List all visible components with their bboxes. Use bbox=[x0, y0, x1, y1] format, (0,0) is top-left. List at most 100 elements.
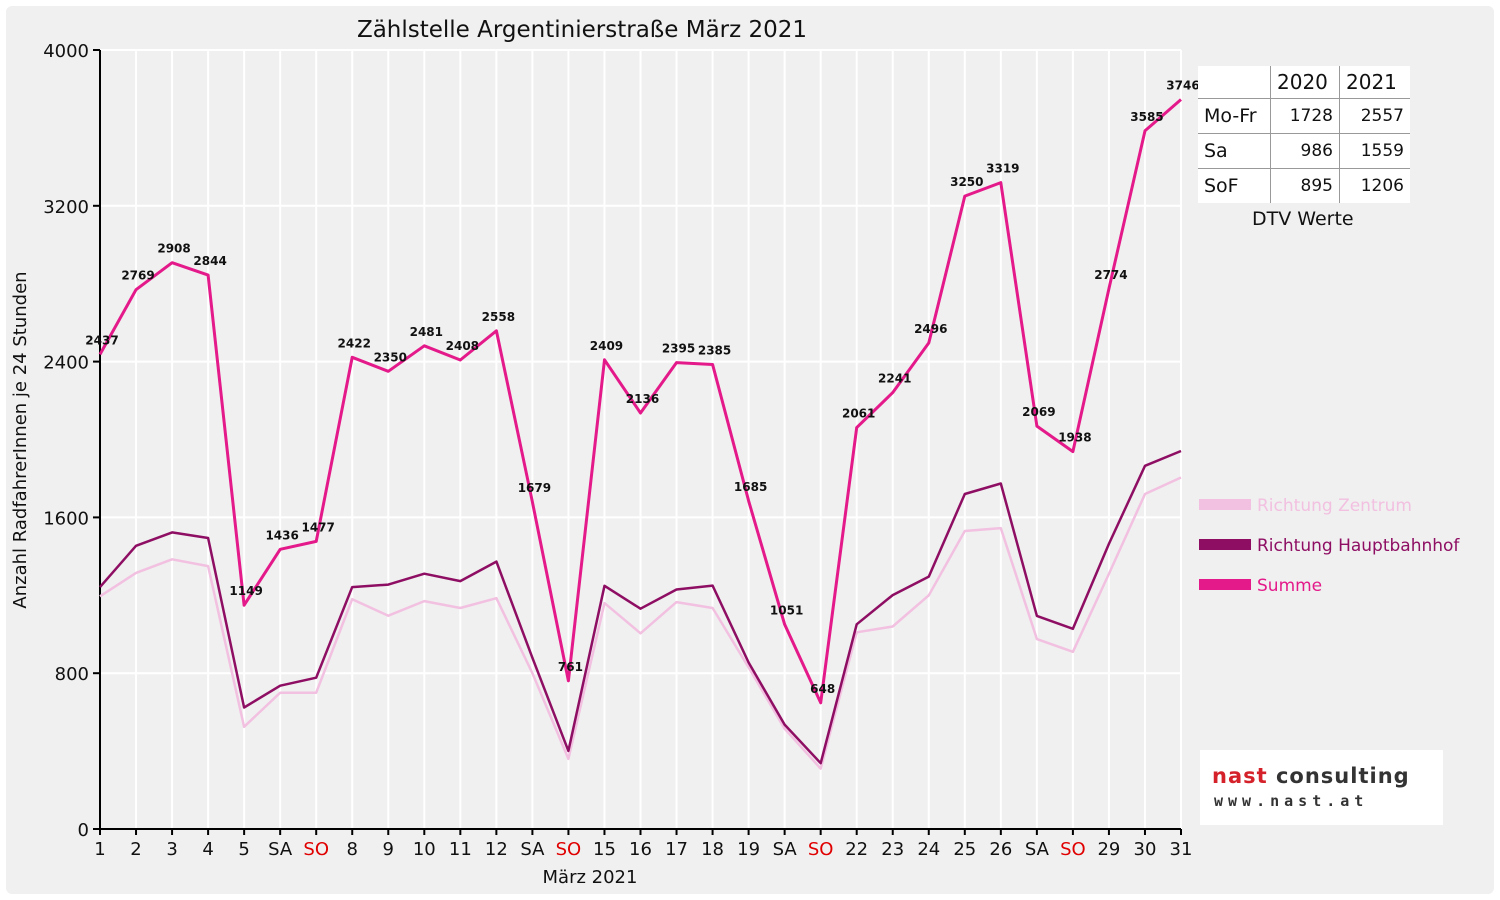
series-line-2 bbox=[99, 449, 1182, 765]
x-tick-label: SA bbox=[520, 839, 545, 860]
data-label: 3319 bbox=[986, 162, 1019, 176]
logo-name-part2: consulting bbox=[1275, 764, 1410, 788]
logo-name: nast consulting bbox=[1212, 764, 1410, 788]
data-label: 3746 bbox=[1166, 78, 1199, 92]
dtv-row: Sa 986 1559 bbox=[1198, 133, 1410, 169]
dtv-header-empty bbox=[1198, 66, 1271, 99]
data-label: 2409 bbox=[590, 339, 623, 353]
dtv-value-2020: 895 bbox=[1270, 168, 1340, 203]
x-axis-label: März 2021 bbox=[543, 867, 638, 888]
x-tick-label: 30 bbox=[1134, 839, 1157, 860]
x-tick-label: 23 bbox=[881, 839, 904, 860]
data-label: 761 bbox=[558, 660, 583, 674]
x-tick-label: SA bbox=[1025, 839, 1050, 860]
x-tick-label: 10 bbox=[413, 839, 436, 860]
data-label: 2481 bbox=[410, 325, 443, 339]
legend-label: Summe bbox=[1257, 576, 1322, 596]
data-label: 2774 bbox=[1094, 268, 1127, 282]
nast-consulting-logo: nast consulting www.nast.at bbox=[1200, 750, 1443, 825]
legend: Richtung Zentrum Richtung Hauptbahnhof Sum… bbox=[1199, 496, 1460, 596]
data-label: 1679 bbox=[518, 481, 551, 495]
x-tick-label: 25 bbox=[953, 839, 976, 860]
dtv-value-2021: 1559 bbox=[1339, 133, 1410, 169]
legend-swatch bbox=[1199, 539, 1251, 550]
chart-title: Zählstelle Argentinierstraße März 2021 bbox=[357, 17, 807, 43]
x-tick-label: 15 bbox=[593, 839, 616, 860]
dtv-header-2021: 2021 bbox=[1339, 66, 1410, 99]
data-label: 3250 bbox=[950, 175, 983, 189]
data-label: 2069 bbox=[1022, 405, 1055, 419]
data-label: 2061 bbox=[842, 407, 875, 421]
dtv-value-2020: 1728 bbox=[1270, 98, 1340, 134]
x-tick-label: 9 bbox=[383, 839, 394, 860]
grid-lines bbox=[100, 49, 1182, 829]
x-tick-label: 18 bbox=[701, 839, 724, 860]
x-tick-label: 22 bbox=[845, 839, 868, 860]
x-tick-label: 17 bbox=[665, 839, 688, 860]
x-tick-label: 24 bbox=[917, 839, 940, 860]
data-label: 2408 bbox=[446, 339, 479, 353]
x-tick-label: SO bbox=[808, 839, 834, 860]
dtv-value-2021: 2557 bbox=[1339, 98, 1410, 134]
dtv-row-label: Sa bbox=[1198, 133, 1271, 169]
data-label: 2136 bbox=[626, 392, 659, 406]
x-tick-label: SO bbox=[556, 839, 582, 860]
data-label: 2437 bbox=[85, 333, 118, 347]
y-tick-label: 800 bbox=[55, 664, 89, 685]
data-label: 1051 bbox=[770, 603, 803, 617]
x-tick-label: 8 bbox=[347, 839, 358, 860]
legend-swatch bbox=[1199, 579, 1251, 590]
x-tick-label: 26 bbox=[989, 839, 1012, 860]
data-label: 1685 bbox=[734, 480, 767, 494]
x-tick-label: SO bbox=[1060, 839, 1086, 860]
dtv-header-row: 2020 2021 bbox=[1198, 66, 1410, 99]
x-tick-label: 5 bbox=[238, 839, 249, 860]
data-label: 2558 bbox=[482, 310, 515, 324]
dtv-value-2020: 986 bbox=[1270, 133, 1340, 169]
data-label: 2908 bbox=[157, 242, 190, 256]
logo-name-part1: nast bbox=[1212, 764, 1276, 788]
dtv-value-2021: 1206 bbox=[1339, 168, 1410, 203]
y-tick-label: 3200 bbox=[43, 197, 89, 218]
data-label: 2496 bbox=[914, 322, 947, 336]
x-tick-label: 4 bbox=[202, 839, 213, 860]
data-label: 1477 bbox=[301, 520, 334, 534]
data-label: 2395 bbox=[662, 342, 695, 356]
x-tick-label: 19 bbox=[737, 839, 760, 860]
x-tick-label: SA bbox=[773, 839, 798, 860]
data-label: 2350 bbox=[374, 350, 407, 364]
dtv-row-label: Mo-Fr bbox=[1198, 98, 1271, 134]
series-line-1 bbox=[99, 476, 1182, 770]
x-tick-label: SO bbox=[303, 839, 329, 860]
x-tick-label: 12 bbox=[485, 839, 508, 860]
dtv-caption: DTV Werte bbox=[1252, 208, 1354, 230]
y-axis-ticks: 0 800 1600 2400 3200 4000 bbox=[43, 41, 100, 841]
x-tick-label: 3 bbox=[166, 839, 177, 860]
series-line-3 bbox=[98, 98, 1182, 705]
y-tick-label: 0 bbox=[78, 820, 89, 841]
x-tick-label: 2 bbox=[130, 839, 141, 860]
data-label: 2422 bbox=[338, 336, 371, 350]
dtv-row: SoF 895 1206 bbox=[1198, 168, 1410, 203]
dtv-table: 2020 2021 Mo-Fr 1728 2557 Sa 986 1559 So… bbox=[1198, 66, 1410, 203]
data-label: 2769 bbox=[121, 269, 154, 283]
data-label: 648 bbox=[810, 682, 835, 696]
x-axis-ticks: 1 2 3 4 5 SA SO 8 9 10 11 12 SA SO 15 16 17 18 19 SA SO 22 23 2… bbox=[94, 829, 1192, 860]
legend-label: Richtung Hauptbahnhof bbox=[1257, 536, 1460, 556]
data-label: 2241 bbox=[878, 372, 911, 386]
data-label: 3585 bbox=[1130, 110, 1163, 124]
x-tick-label: 29 bbox=[1097, 839, 1120, 860]
dtv-row-label: SoF bbox=[1198, 168, 1271, 203]
x-tick-label: 16 bbox=[629, 839, 652, 860]
series-lines bbox=[98, 98, 1182, 770]
dtv-row: Mo-Fr 1728 2557 bbox=[1198, 98, 1410, 134]
y-tick-label: 2400 bbox=[43, 353, 89, 374]
data-label: 1436 bbox=[265, 528, 298, 542]
y-axis-label: Anzahl RadfahrerInnen je 24 Stunden bbox=[10, 271, 31, 608]
data-label: 1938 bbox=[1058, 431, 1091, 445]
data-label: 2385 bbox=[698, 344, 731, 358]
x-tick-label: 11 bbox=[449, 839, 472, 860]
dtv-header-2020: 2020 bbox=[1270, 66, 1340, 99]
